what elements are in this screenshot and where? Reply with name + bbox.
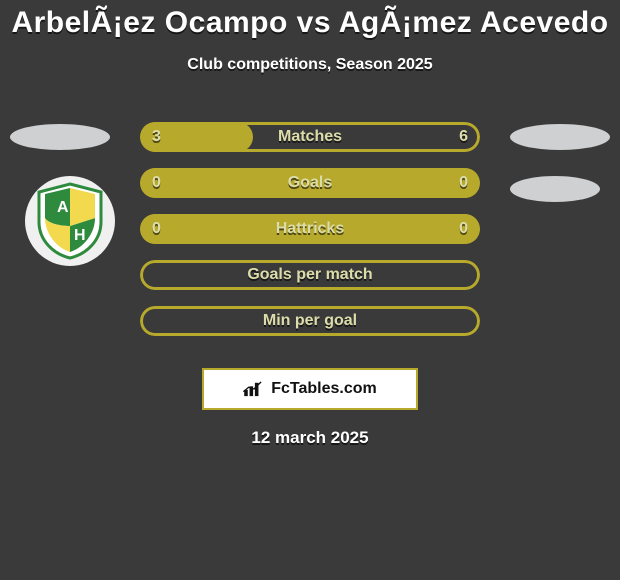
comparison-stage: A H 36Matches 00Goals 00Hattricks Goals per… xyxy=(0,104,620,354)
stat-row: 00Hattricks xyxy=(140,214,480,244)
brand-box[interactable]: FcTables.com xyxy=(202,368,418,410)
infographic-root: ArbelÃ¡ez Ocampo vs AgÃ¡mez Acevedo Club… xyxy=(0,0,620,580)
stat-row: 36Matches xyxy=(140,122,480,152)
stat-label: Goals xyxy=(140,168,480,198)
brand-text: FcTables.com xyxy=(271,380,377,398)
stat-row: 00Goals xyxy=(140,168,480,198)
date-text: 12 march 2025 xyxy=(0,428,620,448)
svg-text:H: H xyxy=(74,227,86,244)
bars-icon xyxy=(243,381,265,397)
stat-row: Min per goal xyxy=(140,306,480,336)
stat-label: Hattricks xyxy=(140,214,480,244)
player-slot-right xyxy=(510,124,610,150)
player-slot-left xyxy=(10,124,110,150)
stat-label: Goals per match xyxy=(140,260,480,290)
stat-row: Goals per match xyxy=(140,260,480,290)
stat-label: Min per goal xyxy=(140,306,480,336)
stat-label: Matches xyxy=(140,122,480,152)
svg-text:A: A xyxy=(57,199,69,216)
player-slot-right-2 xyxy=(510,176,600,202)
page-subtitle: Club competitions, Season 2025 xyxy=(0,56,620,74)
page-title: ArbelÃ¡ez Ocampo vs AgÃ¡mez Acevedo xyxy=(0,6,620,40)
club-crest: A H xyxy=(25,176,115,266)
bars-column: 36Matches 00Goals 00Hattricks Goals per mat… xyxy=(140,122,480,352)
shield-icon: A H xyxy=(35,182,105,260)
